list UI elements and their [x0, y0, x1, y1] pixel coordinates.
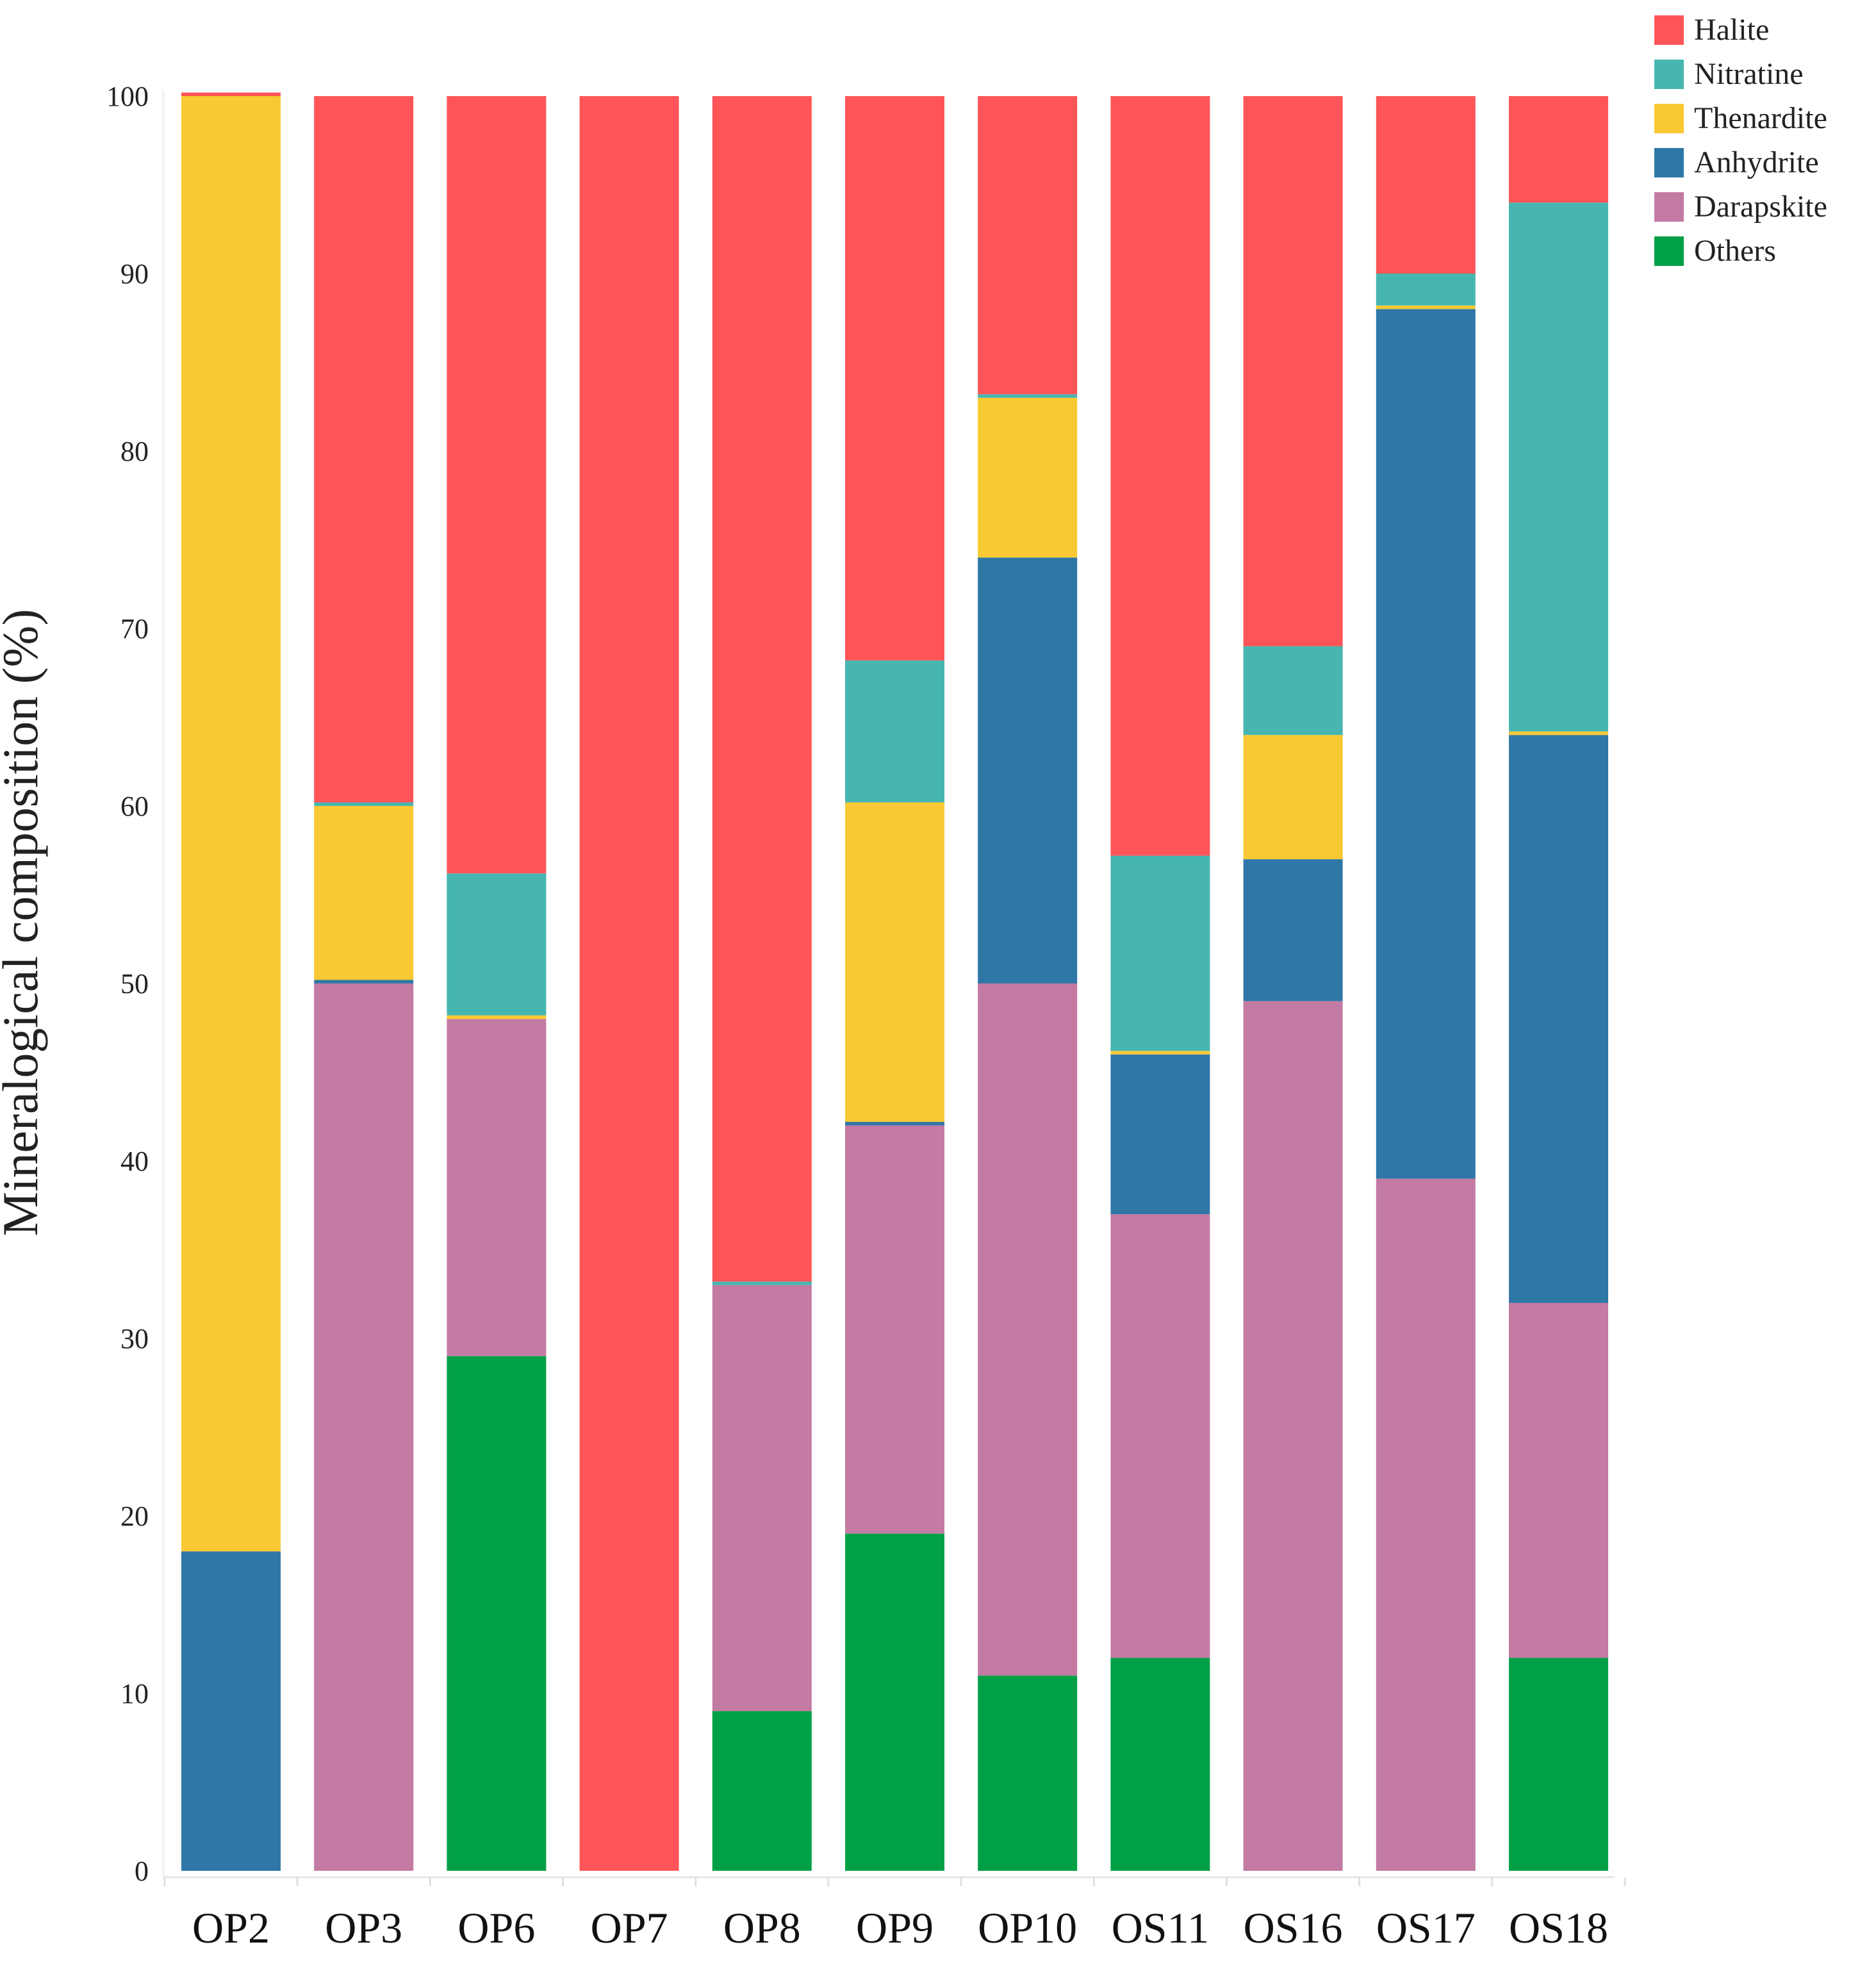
x-tick-label-op2: OP2	[192, 1903, 270, 1952]
bar-segment-op9-others	[845, 1533, 944, 1871]
legend-item-anhydrite: Anhydrite	[1654, 145, 1819, 179]
x-tick-label-os17: OS17	[1376, 1903, 1476, 1952]
bar-segment-op9-nitratine	[845, 660, 944, 803]
y-tick-label: 100	[106, 81, 149, 112]
legend-item-thenardite: Thenardite	[1654, 101, 1827, 135]
bar-segment-os11-nitratine	[1110, 855, 1210, 1051]
legend: Halite Nitratine Thenardite Anhydrite Daraps…	[1654, 13, 1827, 268]
bar-segment-op10-thenardite	[978, 397, 1078, 558]
bar-segment-os17-halite	[1376, 96, 1476, 274]
x-tick-label-op7: OP7	[591, 1903, 668, 1952]
y-tick-labels: 0 10 20 30 40 50 60 70 80 90 100	[106, 81, 149, 1887]
legend-swatch	[1654, 104, 1684, 133]
x-tick-label-os18: OS18	[1509, 1903, 1608, 1952]
bar-segment-os18-nitratine	[1509, 202, 1608, 732]
legend-swatch	[1654, 236, 1684, 266]
bar-segment-op8-darapskite	[712, 1285, 812, 1711]
bar-segment-op8-nitratine	[712, 1281, 812, 1285]
bar-segment-os16-anhydrite	[1243, 859, 1343, 1001]
bar-segment-os18-thenardite	[1509, 731, 1608, 736]
bar-segment-op10-nitratine	[978, 394, 1078, 398]
bar-segment-os16-thenardite	[1243, 735, 1343, 860]
x-tick-label-op10: OP10	[978, 1903, 1077, 1952]
bar-segment-op8-others	[712, 1711, 812, 1871]
bars	[181, 92, 1608, 1871]
legend-label: Thenardite	[1694, 101, 1827, 135]
bar-segment-op2-halite	[181, 92, 281, 96]
bar-segment-os16-halite	[1243, 96, 1343, 646]
bar-segment-op9-darapskite	[845, 1125, 944, 1534]
legend-item-nitratine: Nitratine	[1654, 57, 1804, 91]
bar-segment-os18-anhydrite	[1509, 735, 1608, 1303]
bar-segment-op10-anhydrite	[978, 557, 1078, 983]
legend-label: Nitratine	[1694, 57, 1804, 91]
y-tick-label: 50	[120, 968, 149, 999]
legend-label: Halite	[1694, 13, 1769, 47]
legend-swatch	[1654, 60, 1684, 89]
x-tick-label-os16: OS16	[1244, 1903, 1343, 1952]
bar-segment-op6-others	[447, 1356, 547, 1871]
x-tick-label-op6: OP6	[457, 1903, 535, 1952]
bar-segment-os17-nitratine	[1376, 274, 1476, 306]
legend-item-others: Others	[1654, 234, 1776, 268]
bar-segment-op3-anhydrite	[314, 980, 414, 983]
legend-label: Others	[1694, 234, 1776, 268]
bar-segment-os18-darapskite	[1509, 1303, 1608, 1658]
bar-segment-op10-halite	[978, 96, 1078, 395]
legend-label: Darapskite	[1694, 190, 1827, 224]
bar-segment-op3-thenardite	[314, 806, 414, 980]
axes	[162, 90, 1626, 1886]
legend-label: Anhydrite	[1694, 145, 1819, 179]
legend-item-halite: Halite	[1654, 13, 1769, 47]
x-category-labels: OP2 OP3 OP6 OP7 OP8 OP9 OP10 OS11 OS16 OS17 OS18	[192, 1903, 1608, 1952]
bar-segment-os11-darapskite	[1110, 1214, 1210, 1658]
bar-segment-os11-thenardite	[1110, 1051, 1210, 1055]
y-tick-label: 80	[120, 436, 149, 467]
bar-segment-op6-halite	[447, 96, 547, 874]
bar-segment-op2-anhydrite	[181, 1551, 281, 1871]
bar-segment-op9-halite	[845, 96, 944, 661]
y-tick-label: 90	[120, 258, 149, 290]
bar-segment-op3-nitratine	[314, 802, 414, 806]
bar-segment-op10-darapskite	[978, 983, 1078, 1676]
bar-segment-os17-anhydrite	[1376, 309, 1476, 1179]
bar-segment-os11-anhydrite	[1110, 1054, 1210, 1215]
legend-swatch	[1654, 192, 1684, 222]
y-tick-label: 0	[135, 1855, 149, 1887]
bar-segment-op8-halite	[712, 96, 812, 1282]
bar-segment-op6-darapskite	[447, 1019, 547, 1356]
bar-segment-os17-darapskite	[1376, 1178, 1476, 1871]
y-tick-label: 70	[120, 613, 149, 645]
y-tick-label: 10	[120, 1678, 149, 1709]
x-tick-label-op9: OP9	[856, 1903, 934, 1952]
legend-swatch	[1654, 148, 1684, 177]
y-tick-label: 20	[120, 1500, 149, 1532]
bar-segment-op10-others	[978, 1675, 1078, 1871]
y-tick-label: 60	[120, 791, 149, 822]
bar-segment-op3-darapskite	[314, 983, 414, 1871]
x-tick-label-op8: OP8	[723, 1903, 801, 1952]
bar-segment-os16-nitratine	[1243, 646, 1343, 736]
bar-segment-os11-others	[1110, 1657, 1210, 1871]
bar-segment-op6-nitratine	[447, 873, 547, 1015]
y-axis-title: Mineralogical composition (%)	[0, 609, 48, 1236]
x-tick-label-op3: OP3	[325, 1903, 402, 1952]
bar-segment-op2-thenardite	[181, 96, 281, 1552]
bar-segment-os17-thenardite	[1376, 305, 1476, 309]
bar-segment-os16-darapskite	[1243, 1001, 1343, 1871]
x-tick-label-os11: OS11	[1112, 1903, 1209, 1952]
bar-segment-os18-halite	[1509, 96, 1608, 203]
bar-segment-op3-halite	[314, 96, 414, 803]
legend-swatch	[1654, 15, 1684, 45]
bar-segment-op9-anhydrite	[845, 1122, 944, 1126]
y-tick-label: 30	[120, 1323, 149, 1354]
bar-segment-os18-others	[1509, 1657, 1608, 1871]
bar-segment-op9-thenardite	[845, 802, 944, 1122]
legend-item-darapskite: Darapskite	[1654, 190, 1827, 224]
bar-segment-op7-halite	[579, 96, 679, 1871]
y-tick-label: 40	[120, 1146, 149, 1177]
bar-segment-os11-halite	[1110, 96, 1210, 856]
bar-segment-op6-thenardite	[447, 1015, 547, 1019]
